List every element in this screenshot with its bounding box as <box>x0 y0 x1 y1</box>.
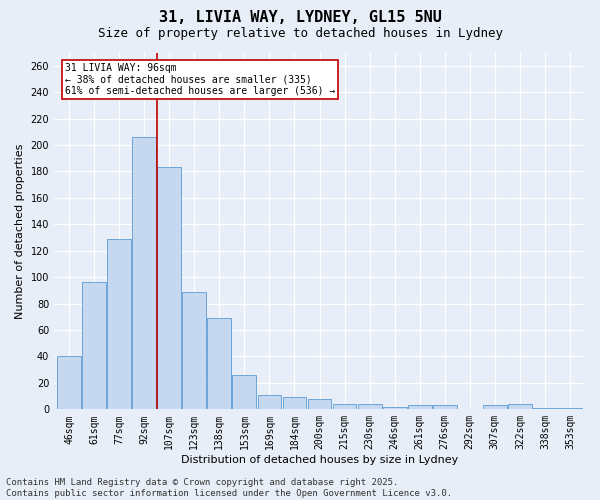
Bar <box>157 168 181 410</box>
X-axis label: Distribution of detached houses by size in Lydney: Distribution of detached houses by size … <box>181 455 458 465</box>
Bar <box>308 399 331 409</box>
Bar <box>57 356 81 410</box>
Text: 31 LIVIA WAY: 96sqm
← 38% of detached houses are smaller (335)
61% of semi-detac: 31 LIVIA WAY: 96sqm ← 38% of detached ho… <box>65 63 335 96</box>
Bar <box>82 282 106 410</box>
Bar <box>408 406 431 409</box>
Text: Contains HM Land Registry data © Crown copyright and database right 2025.
Contai: Contains HM Land Registry data © Crown c… <box>6 478 452 498</box>
Bar <box>383 406 407 410</box>
Bar <box>107 239 131 410</box>
Bar <box>332 404 356 409</box>
Bar <box>133 137 156 409</box>
Bar <box>533 408 557 410</box>
Bar <box>483 406 507 409</box>
Bar <box>433 406 457 409</box>
Text: Size of property relative to detached houses in Lydney: Size of property relative to detached ho… <box>97 28 503 40</box>
Bar <box>558 408 582 410</box>
Bar <box>358 404 382 409</box>
Y-axis label: Number of detached properties: Number of detached properties <box>15 143 25 318</box>
Bar <box>508 404 532 409</box>
Bar <box>182 292 206 410</box>
Bar <box>283 398 307 409</box>
Bar <box>257 395 281 409</box>
Bar <box>232 375 256 410</box>
Bar <box>208 318 231 410</box>
Text: 31, LIVIA WAY, LYDNEY, GL15 5NU: 31, LIVIA WAY, LYDNEY, GL15 5NU <box>158 10 442 25</box>
